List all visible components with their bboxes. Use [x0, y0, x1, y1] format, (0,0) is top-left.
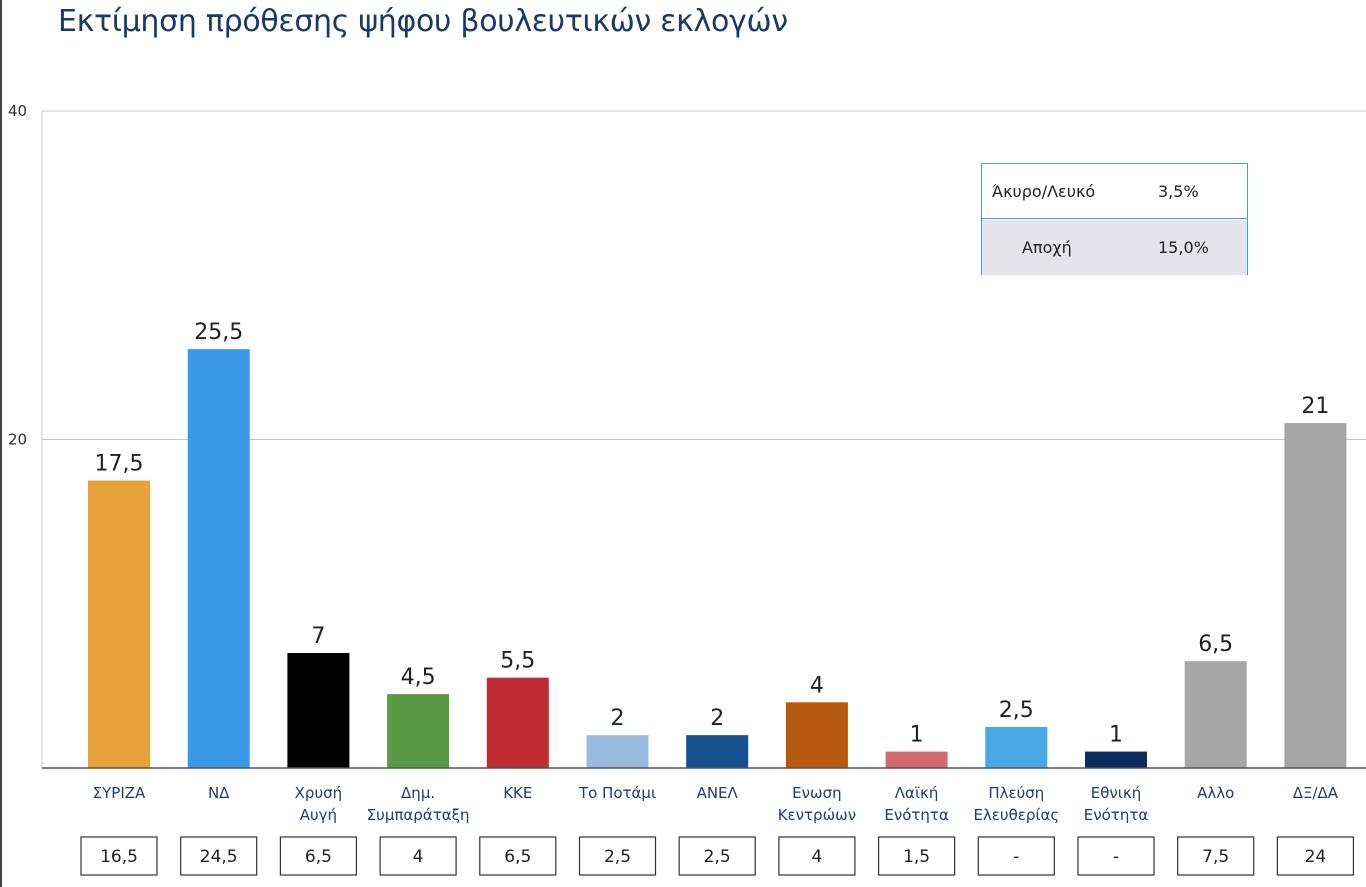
- bar-10: [1085, 751, 1147, 768]
- value-label-1: 25,5: [194, 320, 243, 345]
- value-label-8: 1: [910, 723, 924, 748]
- value-label-9: 2,5: [999, 698, 1034, 723]
- bar-1: [187, 349, 250, 768]
- category-label-8-0: Λαϊκή: [895, 784, 939, 802]
- category-label-2-1: Αυγή: [300, 806, 337, 824]
- previous-value-3: 4: [413, 847, 424, 867]
- previous-value-6: 2,5: [704, 847, 731, 867]
- previous-box-12: [1276, 836, 1355, 876]
- bar-12: [1284, 423, 1347, 768]
- previous-box-7: [778, 836, 856, 876]
- value-label-7: 4: [810, 673, 824, 698]
- previous-box-3: [379, 836, 457, 876]
- legend-name-blank: Άκυρο/Λευκό: [992, 182, 1096, 201]
- value-label-2: 7: [311, 624, 325, 649]
- category-label-5-0: Το Ποτάμι: [578, 784, 656, 802]
- value-label-0: 17,5: [95, 452, 144, 477]
- y-tick-label-40: 40: [8, 102, 27, 120]
- y-tick-label-20: 20: [8, 431, 27, 449]
- category-label-11-0: Αλλο: [1197, 784, 1234, 802]
- previous-box-2: [279, 836, 357, 876]
- category-label-7-0: Ενωση: [792, 784, 841, 802]
- category-label-1-0: ΝΔ: [208, 784, 230, 802]
- previous-value-8: 1,5: [903, 847, 930, 867]
- category-label-9-1: Ελευθερίας: [973, 806, 1059, 824]
- bar-2: [287, 653, 350, 768]
- previous-box-9: [977, 836, 1055, 876]
- bar-4: [486, 677, 549, 768]
- previous-box-4: [479, 836, 557, 876]
- legend-row-abstention: Αποχή 15,0%: [982, 220, 1247, 275]
- category-label-3-0: Δημ.: [401, 784, 435, 802]
- category-label-2-0: Χρυσή: [295, 784, 343, 802]
- previous-value-2: 6,5: [305, 847, 332, 867]
- legend-name-abstention: Αποχή: [1022, 238, 1072, 257]
- previous-value-10: -: [1113, 847, 1119, 867]
- bar-11: [1184, 661, 1247, 768]
- value-label-10: 1: [1109, 723, 1123, 748]
- value-label-12: 21: [1301, 394, 1329, 419]
- previous-value-11: 7,5: [1202, 847, 1229, 867]
- previous-box-5: [578, 836, 657, 876]
- previous-value-12: 24: [1305, 847, 1327, 867]
- category-label-4-0: ΚΚΕ: [503, 784, 532, 802]
- chart-title: Εκτίμηση πρόθεσης ψήφου βουλευτικών εκλο…: [58, 4, 788, 39]
- previous-box-10: [1077, 836, 1155, 876]
- category-label-10-0: Εθνική: [1091, 784, 1141, 802]
- previous-box-0: [80, 836, 158, 876]
- category-label-0-0: ΣΥΡΙΖΑ: [93, 784, 146, 802]
- bar-5: [586, 735, 649, 768]
- bar-6: [686, 735, 749, 768]
- value-label-4: 5,5: [500, 649, 535, 674]
- previous-value-7: 4: [811, 847, 822, 867]
- category-label-6-0: ΑΝΕΛ: [697, 784, 739, 802]
- category-label-9-0: Πλεύση: [988, 784, 1044, 802]
- previous-box-6: [678, 836, 756, 876]
- category-label-3-1: Συμπαράταξη: [367, 806, 470, 824]
- previous-value-4: 6,5: [504, 847, 531, 867]
- category-label-12-0: ΔΞ/ΔΑ: [1293, 784, 1339, 802]
- value-label-6: 2: [710, 706, 724, 731]
- left-border: [0, 0, 2, 887]
- previous-value-9: -: [1013, 847, 1019, 867]
- bar-8: [885, 751, 948, 768]
- bar-7: [785, 702, 848, 768]
- legend-table: Άκυρο/Λευκό 3,5% Αποχή 15,0%: [981, 163, 1248, 275]
- category-label-8-1: Ενότητα: [884, 806, 949, 824]
- previous-value-1: 24,5: [200, 847, 238, 867]
- previous-box-11: [1177, 836, 1255, 876]
- previous-value-0: 16,5: [100, 847, 138, 867]
- category-label-10-1: Ενότητα: [1084, 806, 1149, 824]
- value-label-5: 2: [611, 706, 625, 731]
- legend-value-blank: 3,5%: [1158, 182, 1199, 201]
- previous-box-8: [877, 836, 956, 876]
- category-label-7-1: Κεντρώων: [778, 806, 856, 824]
- value-label-3: 4,5: [401, 665, 436, 690]
- bar-9: [985, 726, 1048, 768]
- bar-3: [387, 694, 450, 768]
- legend-value-abstention: 15,0%: [1158, 238, 1209, 257]
- previous-value-5: 2,5: [604, 847, 631, 867]
- previous-box-1: [180, 836, 258, 876]
- bar-0: [88, 480, 150, 768]
- value-label-11: 6,5: [1198, 632, 1233, 657]
- legend-row-blank: Άκυρο/Λευκό 3,5%: [982, 164, 1247, 219]
